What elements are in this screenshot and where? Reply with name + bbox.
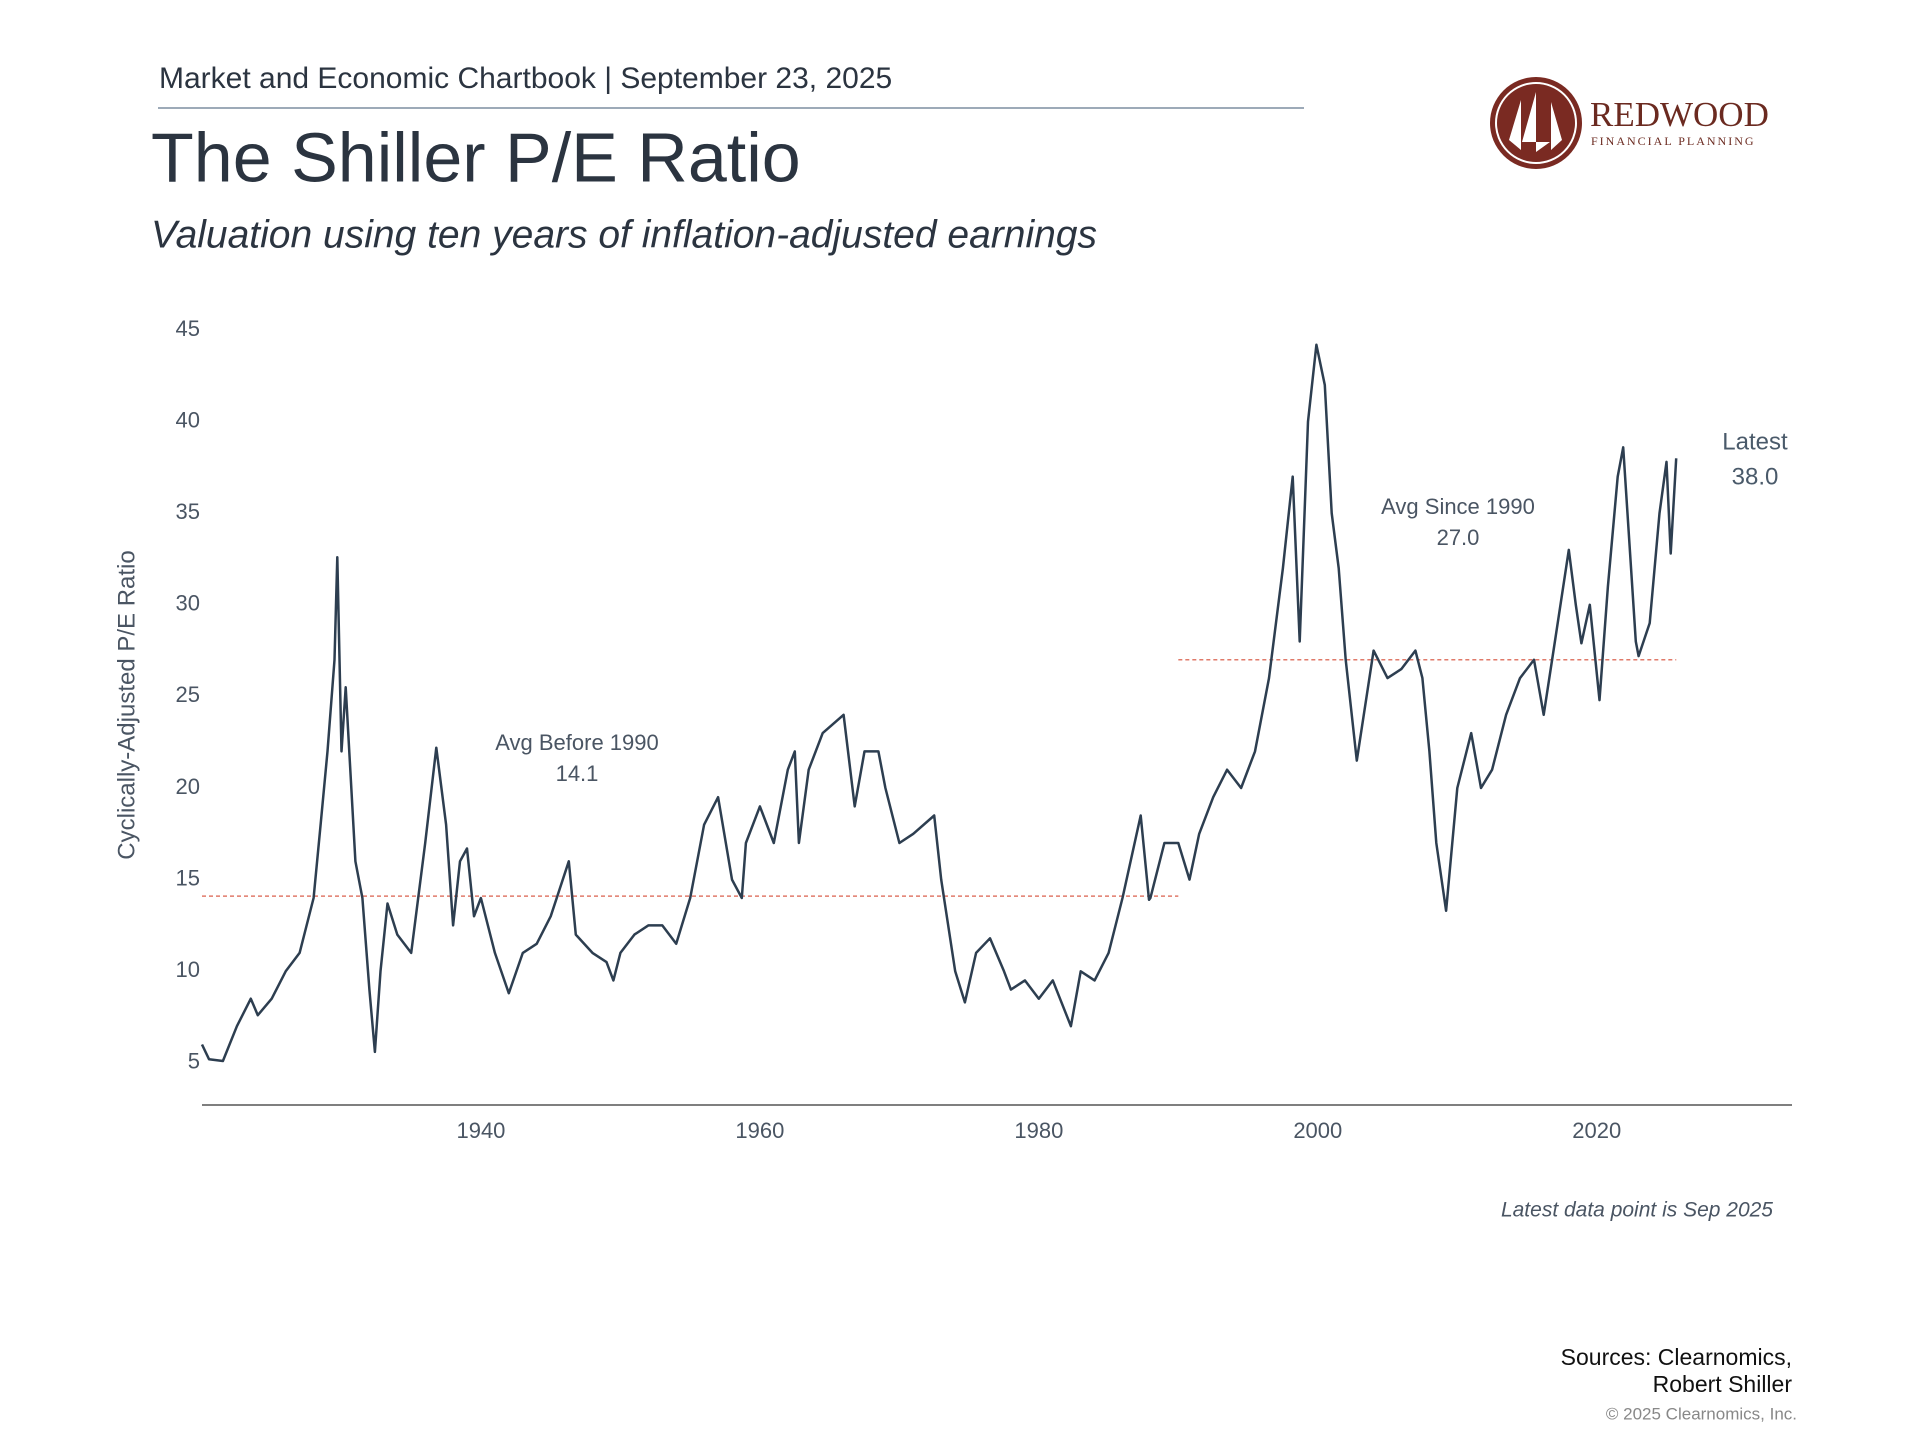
- x-tick-label: 1940: [456, 1118, 505, 1143]
- annotation-value: 14.1: [556, 761, 599, 786]
- header: Market and Economic Chartbook | Septembe…: [159, 62, 892, 95]
- logo-tagline: FINANCIAL PLANNING: [1591, 134, 1756, 148]
- y-tick-label: 35: [176, 499, 200, 524]
- note: Latest data point is Sep 2025: [1501, 1199, 1773, 1222]
- annotation: Avg Since 1990: [1381, 494, 1535, 519]
- chart-title: The Shiller P/E Ratio: [151, 118, 801, 196]
- y-tick-label: 40: [176, 407, 200, 432]
- sources: Sources: Clearnomics,: [1561, 1344, 1792, 1370]
- x-tick-label: 1980: [1014, 1118, 1063, 1143]
- annotation-value: 27.0: [1437, 525, 1480, 550]
- y-tick-label: 45: [176, 316, 200, 341]
- latest-value: 38.0: [1732, 463, 1779, 490]
- line-series: [200, 343, 1678, 1063]
- logo-name: REDWOOD: [1590, 95, 1769, 134]
- copyright: © 2025 Clearnomics, Inc.: [1606, 1404, 1797, 1423]
- y-tick-label: 5: [188, 1049, 200, 1074]
- sources: Robert Shiller: [1653, 1371, 1793, 1397]
- logo-ring: [1495, 82, 1577, 164]
- y-tick-label: 15: [176, 865, 200, 890]
- x-tick-label: 1960: [735, 1118, 784, 1143]
- x-tick-label: 2000: [1293, 1118, 1342, 1143]
- y-tick-label: 10: [176, 957, 200, 982]
- y-tick-label: 30: [176, 591, 200, 616]
- chart-subtitle: Valuation using ten years of inflation-a…: [151, 213, 1097, 256]
- logo: REDWOOD FINANCIAL PLANNING: [1490, 77, 1769, 169]
- y-axis-label: Cyclically-Adjusted P/E Ratio: [113, 550, 140, 859]
- latest-label: Latest: [1722, 428, 1788, 455]
- y-tick-label: 20: [176, 774, 200, 799]
- plot: 5 10 15 20 25 30 35 40 45 1940 1960 1980 2000 2020 Avg…: [176, 316, 1792, 1143]
- annotation: Avg Before 1990: [495, 730, 659, 755]
- logo-trees: [1509, 92, 1562, 152]
- x-tick-label: 2020: [1572, 1118, 1621, 1143]
- y-tick-label: 25: [176, 682, 200, 707]
